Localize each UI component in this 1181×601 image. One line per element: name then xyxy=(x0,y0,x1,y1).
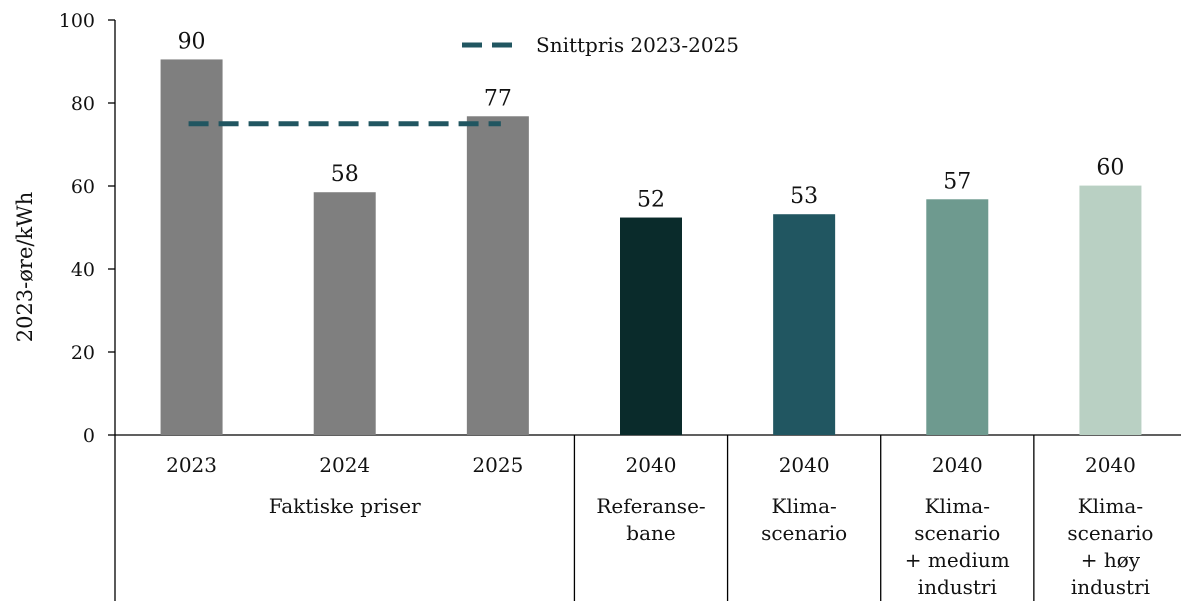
group-label: Klima- xyxy=(1078,494,1143,518)
bar xyxy=(1079,185,1142,435)
bar xyxy=(926,199,989,435)
x-tick-label: 2040 xyxy=(1085,453,1136,477)
group-label: Faktiske priser xyxy=(269,494,421,518)
group-label: scenario xyxy=(914,521,1000,545)
group-label: bane xyxy=(626,521,675,545)
bar xyxy=(313,192,376,435)
data-label: 60 xyxy=(1096,156,1124,181)
bar xyxy=(773,214,836,435)
group-label: scenario xyxy=(1067,521,1153,545)
data-label: 57 xyxy=(943,169,971,194)
data-label: 53 xyxy=(790,184,818,209)
legend: Snittpris 2023-2025 xyxy=(462,33,739,57)
y-tick-label: 40 xyxy=(71,259,95,281)
group-label: Klima- xyxy=(771,494,836,518)
y-tick-label: 60 xyxy=(71,176,95,198)
group-label: + høy xyxy=(1081,548,1141,572)
x-tick-label: 2023 xyxy=(166,453,217,477)
bar xyxy=(160,59,223,436)
data-label: 77 xyxy=(484,86,512,111)
data-label: 58 xyxy=(331,162,359,187)
bar xyxy=(620,217,682,435)
group-label: Klima- xyxy=(925,494,990,518)
y-tick-label: 100 xyxy=(59,10,95,32)
y-tick-label: 20 xyxy=(71,342,95,364)
bar xyxy=(466,116,529,435)
group-label: Referanse- xyxy=(596,494,705,518)
data-label: 52 xyxy=(637,188,665,213)
y-axis-title: 2023-øre/kWh xyxy=(13,192,37,343)
x-tick-label: 2040 xyxy=(779,453,830,477)
legend-label-average: Snittpris 2023-2025 xyxy=(536,33,739,57)
group-label: industri xyxy=(918,575,997,599)
x-tick-label: 2025 xyxy=(472,453,523,477)
group-label: industri xyxy=(1071,575,1150,599)
x-tick-label: 2024 xyxy=(319,453,370,477)
y-tick-label: 80 xyxy=(71,93,95,115)
x-tick-label: 2040 xyxy=(932,453,983,477)
data-label: 90 xyxy=(178,29,206,54)
group-label: scenario xyxy=(761,521,847,545)
x-tick-label: 2040 xyxy=(626,453,677,477)
group-label: + medium xyxy=(905,548,1010,572)
y-tick-label: 0 xyxy=(83,425,95,447)
